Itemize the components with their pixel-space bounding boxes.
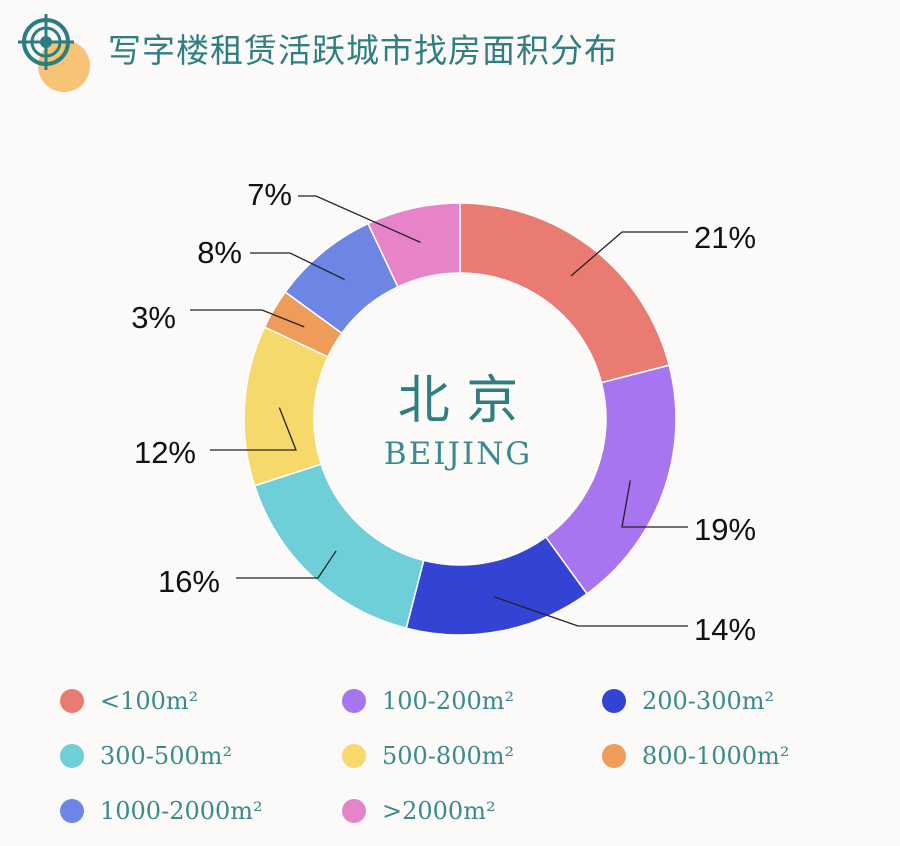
center-city-cn: 北 京 <box>398 371 519 431</box>
legend-label: <100m² <box>100 687 199 715</box>
donut-slice <box>367 202 461 288</box>
leader-line <box>250 252 345 281</box>
legend-label: 500-800m² <box>382 742 515 770</box>
legend-item: 800-1000m² <box>602 738 862 774</box>
data-label: 12% <box>134 435 196 470</box>
legend-label: 1000-2000m² <box>100 797 263 825</box>
legend-swatch <box>342 799 366 823</box>
donut-slice <box>253 463 425 630</box>
legend-label: 200-300m² <box>642 687 775 715</box>
leader-line <box>621 480 688 528</box>
leader-line <box>210 407 297 451</box>
leader-line <box>190 309 305 328</box>
legend-item: 300-500m² <box>60 738 342 774</box>
chart-slices <box>243 202 677 636</box>
legend-swatch <box>60 744 84 768</box>
header: 写字楼租赁活跃城市找房面积分布 <box>0 0 900 100</box>
data-label: 7% <box>247 177 292 212</box>
data-label: 19% <box>694 512 756 547</box>
legend-item: 1000-2000m² <box>60 793 342 829</box>
legend-label: 300-500m² <box>100 742 233 770</box>
leader-line <box>298 195 421 243</box>
legend-swatch <box>602 689 626 713</box>
data-label: 16% <box>158 564 220 599</box>
legend-swatch <box>602 744 626 768</box>
legend-item: 100-200m² <box>342 683 602 719</box>
legend-swatch <box>342 689 366 713</box>
legend-swatch <box>60 689 84 713</box>
legend-item: 500-800m² <box>342 738 602 774</box>
legend-label: 800-1000m² <box>642 742 790 770</box>
center-city-en: BEIJING <box>384 436 532 472</box>
target-logo-icon <box>18 14 90 92</box>
chart-data-labels: 21% 19% 14% 16% 12% 3% 8%7% <box>131 177 756 647</box>
chart-leader-lines <box>190 195 688 627</box>
legend-item: 200-300m² <box>602 683 862 719</box>
donut-slice <box>459 202 671 384</box>
chart-legend: <100m² 100-200m² 200-300m² 300-500m² 500… <box>60 683 880 833</box>
data-label: 21% <box>694 220 756 255</box>
legend-item: >2000m² <box>342 793 602 829</box>
leader-line <box>570 231 688 277</box>
legend-label: >2000m² <box>382 797 496 825</box>
leader-line <box>493 596 688 627</box>
data-label: 14% <box>694 612 756 647</box>
leader-line <box>236 550 337 579</box>
legend-swatch <box>60 799 84 823</box>
legend-swatch <box>342 744 366 768</box>
legend-label: 100-200m² <box>382 687 515 715</box>
page-title: 写字楼租赁活跃城市找房面积分布 <box>108 31 618 70</box>
donut-slice <box>544 364 677 595</box>
data-label: 8% <box>197 235 242 270</box>
donut-chart: 21% 19% 14% 16% 12% 3% 8%7% 北 京 BEIJING <box>131 177 756 647</box>
legend-item: <100m² <box>60 683 342 719</box>
data-label: 3% <box>131 300 176 335</box>
